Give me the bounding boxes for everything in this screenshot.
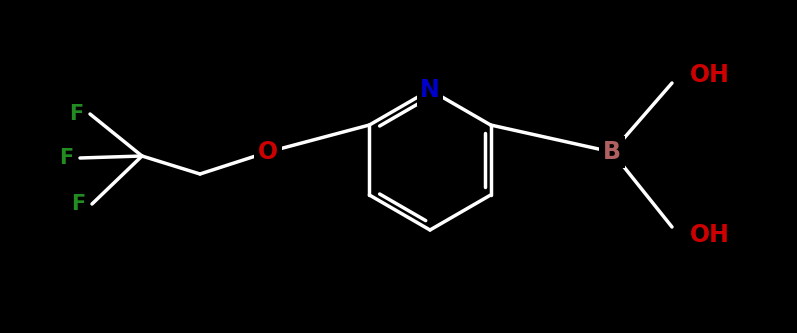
- Text: N: N: [420, 78, 440, 102]
- Text: OH: OH: [690, 223, 730, 247]
- Text: B: B: [603, 140, 621, 164]
- Text: O: O: [258, 140, 278, 164]
- Text: F: F: [71, 194, 85, 214]
- Text: F: F: [69, 104, 83, 124]
- Text: OH: OH: [690, 63, 730, 87]
- Text: F: F: [59, 148, 73, 168]
